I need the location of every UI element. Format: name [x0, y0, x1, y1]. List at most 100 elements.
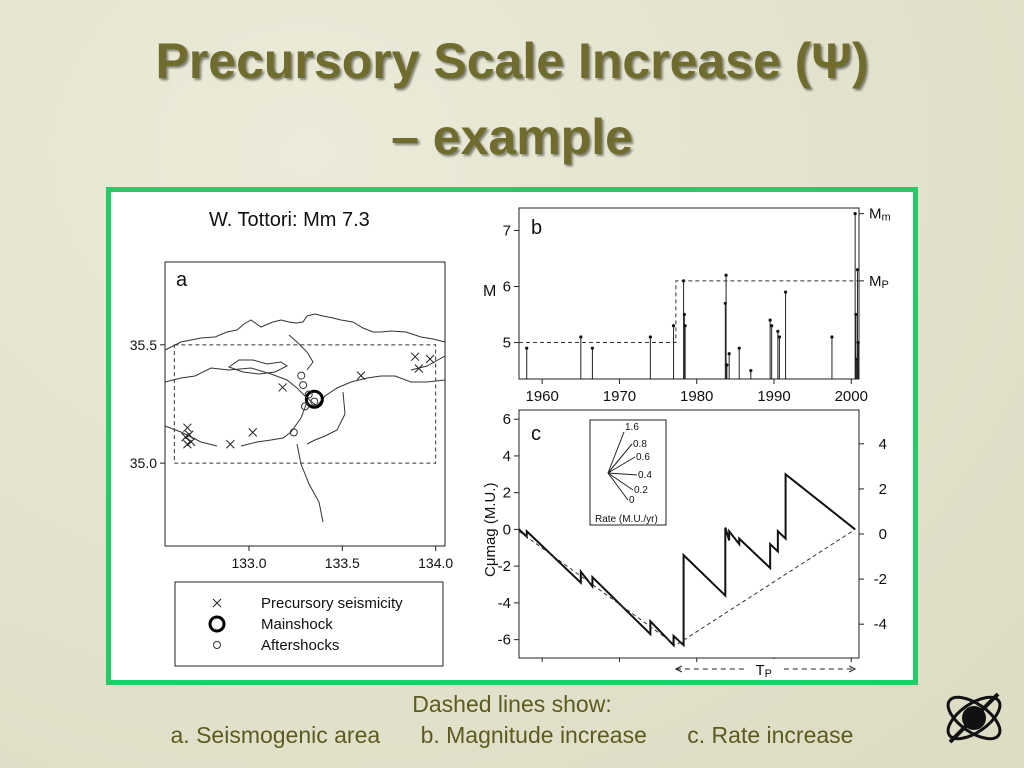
magnitude-point [830, 335, 834, 339]
map-y-tick-label: 35.5 [130, 337, 157, 353]
precursory-marker [183, 423, 192, 433]
map-legend [174, 581, 444, 667]
magnitude-point [725, 363, 729, 367]
magnitude-point [854, 312, 858, 317]
b-y-tick-label: 7 [503, 222, 511, 239]
c-left-tick-label: 0 [503, 521, 511, 538]
cumulative-mag-line [518, 472, 856, 648]
rate-ray-label: 0.4 [638, 470, 652, 481]
magnitude-point [727, 352, 731, 356]
panel-b-plot: 1960 1970 1980 1990 2000 5 6 7 Mm MP [503, 206, 891, 405]
caption-item-b: b. Magnitude increase [420, 722, 647, 748]
rate-ray [607, 472, 629, 501]
map-x-tick-label: 133.5 [325, 555, 360, 571]
legend-label: Mainshock [261, 616, 333, 633]
map-title: W. Tottori: Mm 7.3 [209, 209, 370, 231]
magnitude-point [776, 329, 780, 333]
logo-icon [946, 692, 1002, 744]
b-y-tick-label: 6 [503, 278, 511, 295]
panel-b-frame [518, 207, 860, 380]
c-left-tick-label: -6 [498, 632, 511, 649]
precursory-marker [410, 352, 420, 362]
caption-items: a. Seismogenic area b. Magnitude increas… [0, 722, 1024, 749]
aftershock-marker [301, 402, 309, 411]
precursory-marker-cross [184, 430, 194, 440]
figure-canvas: W. Tottori: Mm 7.3 a 133.0 133.5 134.0 35.5… [130, 206, 891, 680]
caption-item-c: c. Rate increase [687, 722, 854, 748]
c-left-tick-label: 2 [503, 485, 511, 502]
b-right-label-sub: m [882, 212, 891, 224]
magnitude-point [525, 346, 529, 350]
tp-arrow-left-icon [674, 665, 683, 673]
precursory-marker [225, 439, 235, 449]
map-x-tick-label: 134.0 [418, 555, 453, 571]
panel-b-label: b [531, 217, 542, 239]
precursory-marker [248, 428, 258, 437]
c-right-tick-label: -2 [874, 571, 887, 588]
slide-title-line2: – example [391, 109, 633, 165]
precursory-marker-cross [181, 432, 190, 442]
map-y-tick-label: 35.0 [130, 455, 157, 471]
c-right-tick-label: 4 [879, 436, 887, 453]
aftershock-marker [310, 397, 319, 406]
precursory-marker [356, 371, 366, 380]
rate-inset [589, 419, 667, 526]
figure-frame: W. Tottori: Mm 7.3 a 133.0 133.5 134.0 35.5… [106, 187, 918, 685]
magnitude-point [855, 268, 860, 272]
c-right-tick-label: -4 [874, 616, 887, 633]
magnitude-point [777, 335, 782, 339]
magnitude-point [579, 335, 583, 339]
magnitude-point [856, 340, 860, 345]
aftershock-marker [289, 428, 298, 437]
magnitude-point [768, 318, 772, 322]
map-x-tick-label: 133.0 [231, 555, 266, 571]
precursory-marker [278, 383, 287, 392]
rate-ray [607, 472, 638, 476]
c-left-tick-label: -2 [498, 558, 511, 575]
precursory-marker-cross [225, 439, 235, 449]
c-right-tick-label: 2 [879, 481, 887, 498]
legend-label: Aftershocks [261, 637, 339, 654]
panel-c-ylabel: Cμmag (M.U.) [482, 483, 499, 577]
b-x-tick-label: 1980 [680, 388, 713, 405]
rate-inset-title: Rate (M.U./yr) [595, 514, 658, 525]
b-x-tick-label: 1990 [757, 388, 790, 405]
legend-circle-icon [213, 641, 221, 649]
tp-label-sub: P [765, 668, 772, 680]
magnitude-point [770, 324, 774, 328]
b-x-tick-label: 1960 [525, 388, 558, 405]
panel-b-ylabel: M [483, 283, 496, 300]
aftershock-marker [299, 381, 308, 390]
rate-ray-label: 0.8 [633, 439, 647, 450]
c-left-tick-label: 4 [503, 448, 511, 465]
rate-ray [607, 431, 625, 474]
precursory-marker-cross [356, 371, 366, 380]
map-markers [181, 352, 435, 449]
panel-c-label: c [531, 423, 541, 445]
precursory-marker [184, 430, 194, 440]
map-coastline [164, 313, 446, 523]
magnitude-point [590, 346, 595, 350]
b-x-tick-label: 1970 [603, 388, 636, 405]
precursory-marker [183, 439, 192, 449]
legend-label: Precursory seismicity [261, 595, 403, 612]
legend-cross-icon [212, 598, 222, 608]
aftershock-marker [297, 371, 306, 380]
rate-ray [607, 472, 634, 491]
b-right-label: MP [869, 273, 889, 291]
map-panel-label: a [176, 269, 188, 291]
magnitude-point [783, 290, 788, 294]
precursory-marker [181, 432, 190, 442]
legend-octagon-icon [208, 615, 226, 633]
mainshock-marker [304, 389, 324, 409]
precursory-marker [414, 364, 424, 373]
map-frame [164, 261, 446, 547]
tp-arrow-right-icon [848, 665, 857, 673]
rate-ray-label: 1.6 [625, 422, 639, 433]
b-x-tick-label: 2000 [835, 388, 868, 405]
panel-c-frame [518, 409, 860, 659]
precursory-marker [425, 354, 435, 364]
magnitude-point [648, 335, 652, 339]
rate-ray-label: 0 [629, 495, 635, 506]
